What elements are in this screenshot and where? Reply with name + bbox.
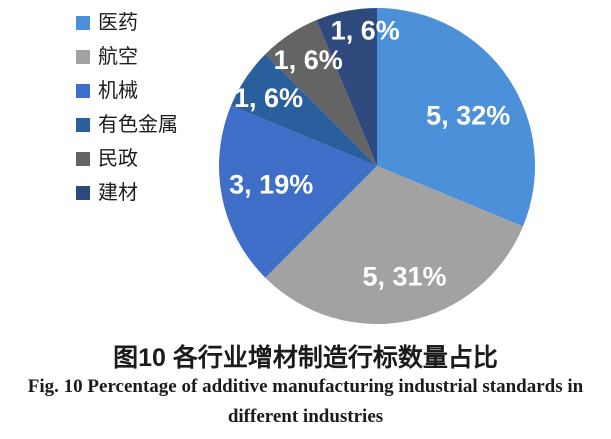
slice-label-building-materials: 1, 6%	[331, 16, 400, 46]
legend-label-machinery: 机械	[98, 80, 138, 102]
pie-slice-aviation	[265, 166, 523, 324]
legend-swatch-icon	[76, 16, 90, 30]
slice-label-machinery: 3, 19%	[229, 170, 313, 200]
legend-swatch-icon	[76, 186, 90, 200]
pie-slice-building-materials	[316, 8, 377, 166]
slice-label-medicine: 5, 32%	[426, 100, 510, 130]
slice-label-nonferrous-metals: 1, 6%	[234, 83, 303, 113]
chart-legend: 医药航空机械有色金属民政建材	[76, 6, 178, 210]
legend-item-nonferrous-metals: 有色金属	[76, 108, 178, 142]
slice-label-civil-affairs: 1, 6%	[274, 45, 343, 75]
pie-slice-nonferrous-metals	[231, 54, 377, 166]
legend-swatch-icon	[76, 118, 90, 132]
legend-swatch-icon	[76, 84, 90, 98]
legend-label-aviation: 航空	[98, 46, 138, 68]
legend-item-machinery: 机械	[76, 74, 178, 108]
pie-slice-machinery	[219, 105, 377, 278]
legend-label-civil-affairs: 民政	[98, 148, 138, 170]
legend-item-civil-affairs: 民政	[76, 142, 178, 176]
legend-label-building-materials: 建材	[98, 182, 138, 204]
pie-slice-civil-affairs	[265, 20, 377, 167]
slice-label-aviation: 5, 31%	[362, 261, 446, 291]
pie-slice-medicine	[377, 8, 535, 227]
legend-item-aviation: 航空	[76, 40, 178, 74]
legend-label-medicine: 医药	[98, 12, 138, 34]
caption-chinese: 图10 各行业增材制造行标数量占比	[113, 344, 498, 372]
legend-swatch-icon	[76, 50, 90, 64]
pie-chart: 5, 32%5, 31%3, 19%1, 6%1, 6%1, 6%	[219, 8, 535, 324]
legend-item-building-materials: 建材	[76, 176, 178, 210]
legend-label-nonferrous-metals: 有色金属	[98, 114, 178, 136]
caption-english-line1: Fig. 10 Percentage of additive manufactu…	[27, 376, 584, 397]
caption-english-line2: different industries	[227, 406, 384, 427]
legend-swatch-icon	[76, 152, 90, 166]
legend-item-medicine: 医药	[76, 6, 178, 40]
